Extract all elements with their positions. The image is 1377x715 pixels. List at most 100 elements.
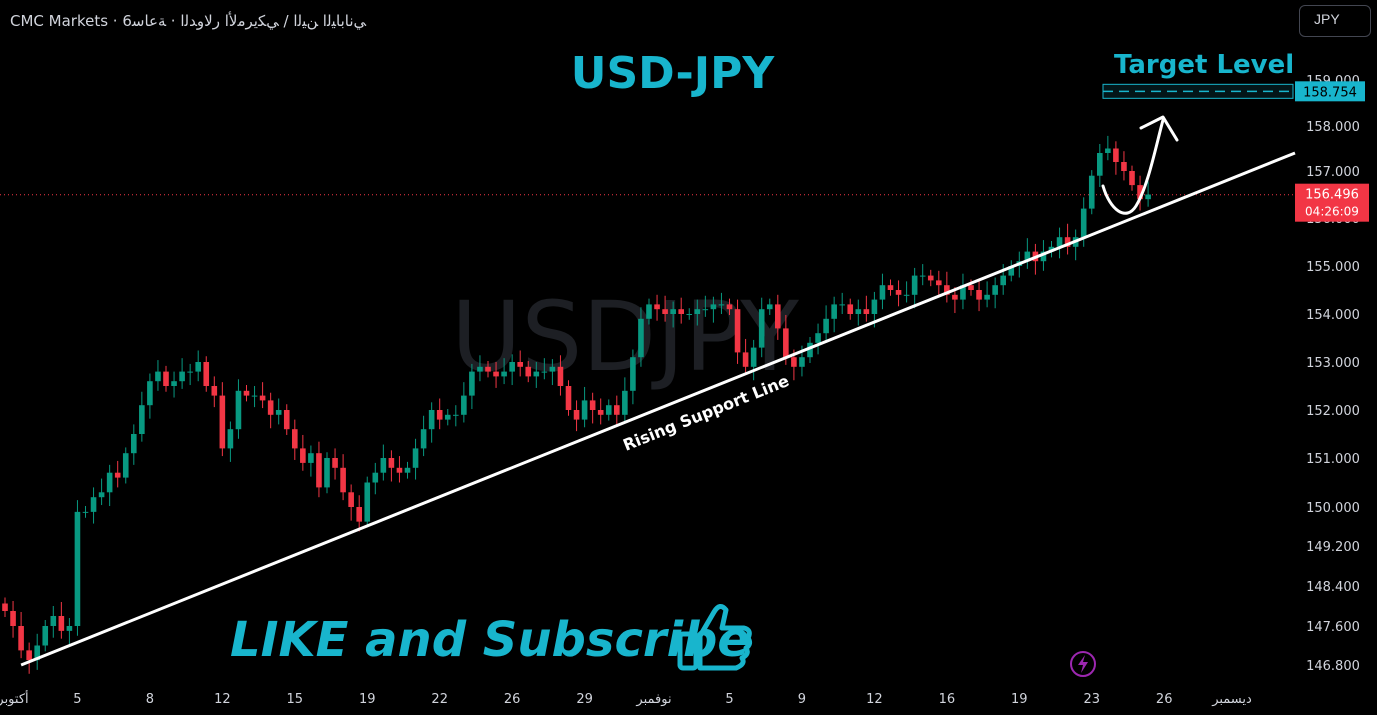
last-price-label: 156.496 <box>1305 188 1359 203</box>
candle <box>1113 141 1119 175</box>
candle <box>195 350 201 382</box>
candle-body <box>340 467 346 493</box>
price-axis-label: 152.000 <box>1306 404 1360 419</box>
candle <box>807 337 813 363</box>
candle <box>1129 165 1135 191</box>
price-axis-label: 150.000 <box>1306 501 1360 516</box>
candle-body <box>372 472 379 483</box>
candle-body <box>316 453 322 488</box>
candle <box>1064 223 1071 255</box>
like-subscribe-text: LIKE and Subscribe <box>230 612 750 668</box>
candle <box>1097 144 1103 187</box>
candle <box>412 438 419 480</box>
candle-body <box>356 507 362 522</box>
candle-body <box>444 414 451 420</box>
candle-body <box>187 371 193 373</box>
candle <box>485 361 491 378</box>
candle <box>348 484 354 521</box>
candle <box>275 398 282 425</box>
projection-arrow-head <box>1139 115 1179 142</box>
candle <box>82 506 89 518</box>
candle <box>179 358 185 389</box>
candle <box>895 280 902 307</box>
time-axis-label: 22 <box>431 692 448 707</box>
price-axis-label: 157.000 <box>1306 165 1360 180</box>
lightning-icon[interactable] <box>1069 650 1097 678</box>
candle <box>42 620 49 652</box>
time-axis-label: 5 <box>73 692 81 707</box>
candle-body <box>557 366 564 386</box>
candle <box>50 606 57 638</box>
candle <box>944 271 950 303</box>
candle <box>887 279 894 296</box>
candle <box>509 354 515 386</box>
candle-body <box>131 434 137 454</box>
candle <box>960 273 966 310</box>
candle <box>469 363 475 410</box>
candle-body <box>211 386 218 396</box>
candle-body <box>887 285 894 290</box>
time-axis-label: 15 <box>287 692 304 707</box>
time-axis-label: 19 <box>359 692 376 707</box>
candle <box>839 292 845 314</box>
candle <box>461 382 467 423</box>
candle <box>10 601 16 638</box>
candle <box>525 361 532 383</box>
candle <box>831 296 837 333</box>
candle <box>18 612 24 659</box>
candle-body <box>654 304 660 310</box>
candle <box>428 402 435 443</box>
time-axis-label: 9 <box>798 692 806 707</box>
candle-body <box>1088 175 1095 209</box>
time-axis-label: 16 <box>939 692 956 707</box>
candle <box>444 409 451 426</box>
candle <box>122 447 129 484</box>
candle <box>340 454 346 501</box>
candle <box>396 456 403 483</box>
candle-body <box>300 448 306 463</box>
price-axis-label: 149.200 <box>1306 540 1360 555</box>
candle <box>106 464 113 507</box>
price-axis-label: 154.000 <box>1306 308 1360 323</box>
candle-body <box>26 650 32 661</box>
candle <box>58 602 65 639</box>
candle-body <box>171 381 177 386</box>
rising-support-line[interactable] <box>20 151 1296 667</box>
target-price-tag <box>1295 81 1365 102</box>
candle <box>356 495 362 532</box>
candle <box>984 281 990 308</box>
candle <box>710 296 717 323</box>
candle-body <box>775 304 781 329</box>
candle-body <box>678 309 684 314</box>
candle-body <box>388 458 395 468</box>
price-axis-label: 158.000 <box>1306 120 1360 135</box>
time-axis-label: 23 <box>1083 692 1100 707</box>
chart-title: USD-JPY <box>570 48 775 99</box>
price-axis-label: 146.800 <box>1306 659 1360 674</box>
candle-body <box>718 304 725 306</box>
candle-body <box>758 309 765 348</box>
candle-body <box>509 362 515 372</box>
candle-body <box>485 366 491 372</box>
candle-body <box>203 362 210 386</box>
candle <box>2 597 8 617</box>
candle-body <box>1145 194 1151 200</box>
candle-body <box>525 366 532 377</box>
candle-body <box>493 371 499 377</box>
candle <box>380 444 387 481</box>
candle-body <box>412 448 419 468</box>
candle <box>372 462 379 495</box>
candle-body <box>783 328 789 358</box>
candle <box>1145 181 1151 207</box>
candle <box>283 404 290 435</box>
candle <box>678 297 684 324</box>
candle-body <box>927 275 934 281</box>
time-axis-label: 26 <box>1156 692 1173 707</box>
candle-body <box>662 309 668 314</box>
candle <box>324 452 330 494</box>
currency-button[interactable]: JPY <box>1299 5 1371 37</box>
candle-body <box>968 285 974 290</box>
candle <box>847 298 854 320</box>
candle-body <box>1105 148 1111 153</box>
